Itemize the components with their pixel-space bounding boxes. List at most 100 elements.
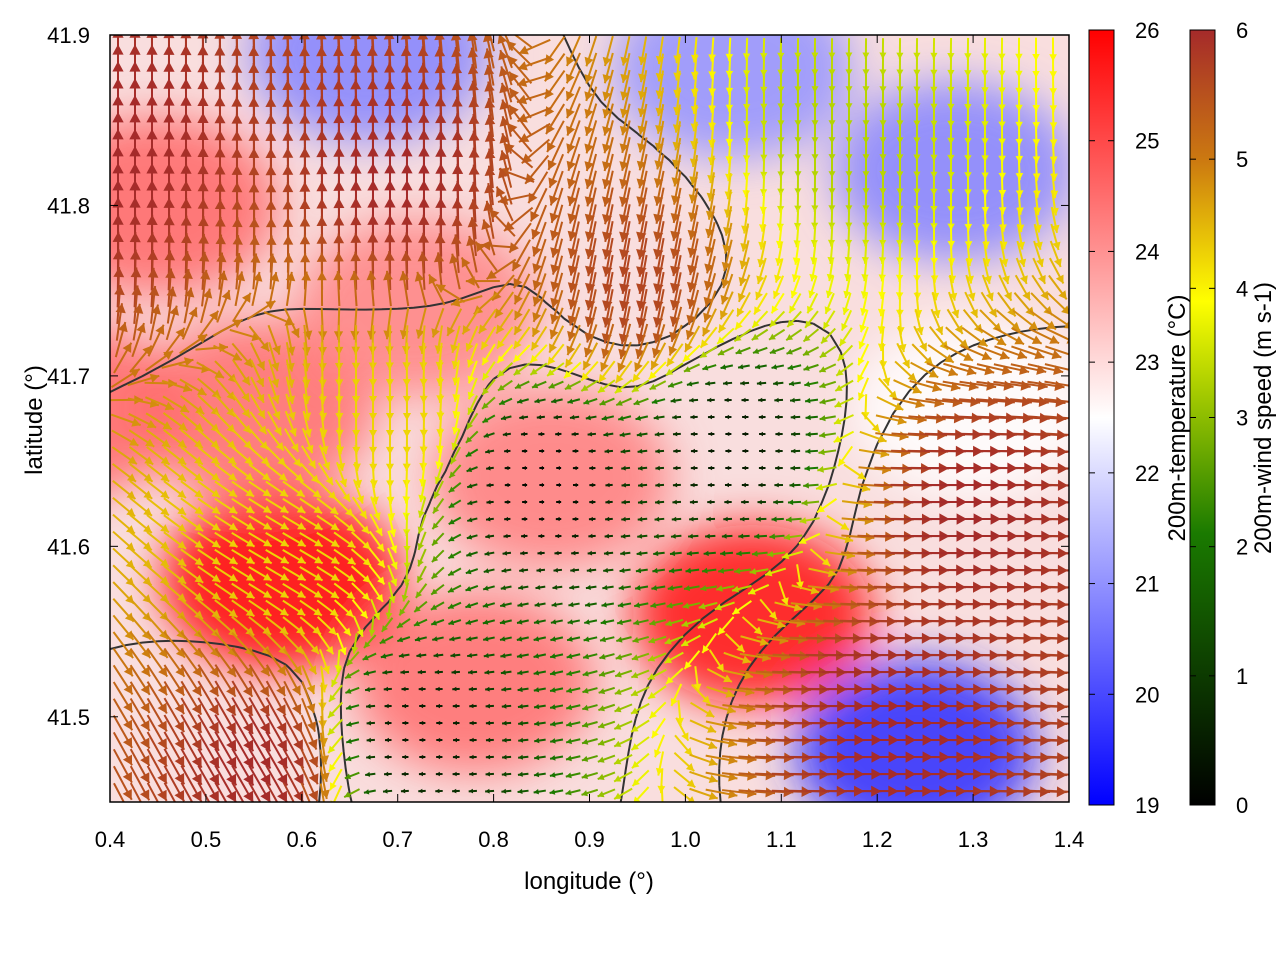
wind-vector — [401, 251, 412, 290]
wind-vector — [1048, 257, 1065, 284]
wind-vector — [666, 343, 684, 367]
wind-vector — [582, 342, 599, 371]
wind-vector — [790, 448, 801, 454]
wind-vector — [481, 219, 496, 256]
wind-vector — [333, 271, 344, 307]
wind-vector — [285, 271, 296, 306]
wind-vector — [804, 397, 819, 404]
wind-vector — [197, 463, 221, 482]
wind-vector — [565, 52, 581, 84]
wind-vector — [1043, 432, 1069, 436]
wind-vector — [999, 240, 1009, 267]
wind-vector — [707, 414, 715, 420]
x-tick-label: 1.0 — [670, 827, 701, 852]
wind-vector — [1012, 309, 1039, 331]
wind-vector — [802, 328, 820, 343]
wind-vector — [531, 308, 548, 338]
wind-vector — [716, 327, 735, 345]
wind-vector — [788, 380, 801, 387]
wind-vector — [620, 36, 631, 66]
wind-vector — [538, 431, 545, 437]
wind-vector — [804, 381, 819, 387]
wind-vector — [876, 396, 904, 411]
wind-vector — [567, 289, 581, 326]
wind-vector — [943, 362, 977, 376]
wind-vector — [654, 431, 665, 437]
y-axis-label: latitude (°) — [21, 365, 48, 475]
wind-vector — [472, 35, 478, 52]
wind-vector — [720, 364, 734, 370]
wind-vector — [633, 397, 649, 406]
wind-vector — [618, 323, 632, 360]
wind-vector — [773, 380, 784, 386]
wind-vector — [943, 344, 974, 362]
wind-vector — [283, 253, 294, 290]
wind-vector — [302, 410, 312, 438]
wind-vector — [719, 291, 734, 320]
wind-vector — [231, 342, 254, 368]
wind-vector — [467, 217, 479, 257]
wind-vector — [834, 379, 854, 392]
wind-vector — [1027, 396, 1066, 408]
wind-vector — [756, 380, 767, 386]
wind-vector — [758, 414, 766, 420]
wind-vector — [128, 429, 155, 448]
wind-vector — [759, 448, 766, 454]
wind-vector — [112, 463, 137, 483]
wind-vector — [300, 462, 320, 484]
wind-vector — [488, 35, 496, 52]
wind-vector — [547, 137, 565, 171]
wind-vector — [234, 271, 246, 307]
wind-vector — [491, 274, 515, 302]
wind-vector — [165, 305, 179, 341]
wind-vector — [483, 432, 495, 438]
wind-vector — [248, 446, 271, 466]
wind-vector — [267, 376, 280, 404]
wind-vector — [994, 327, 1025, 346]
wind-vector — [550, 289, 564, 325]
wind-vector — [572, 466, 579, 471]
wind-vector — [648, 361, 667, 380]
wind-vector — [787, 364, 802, 371]
wind-vector — [619, 120, 631, 154]
wind-vector — [439, 35, 443, 52]
wind-vector — [786, 310, 802, 328]
colorbar-tick-label: 2 — [1236, 535, 1248, 560]
wind-vector — [127, 373, 160, 387]
temperature-patch — [133, 319, 374, 500]
wind-vector — [822, 310, 836, 330]
wind-vector — [699, 345, 718, 359]
wind-vector — [478, 308, 497, 334]
wind-vector — [486, 258, 517, 280]
wind-vector — [531, 204, 548, 240]
wind-vector — [690, 448, 698, 454]
wind-vector — [498, 167, 513, 205]
wind-vector — [367, 251, 378, 290]
wind-vector — [513, 326, 531, 350]
colorbar-tick-label: 3 — [1236, 406, 1248, 431]
wind-vector — [548, 153, 565, 189]
wind-vector — [199, 288, 213, 324]
wind-vector — [534, 398, 546, 404]
wind-vector — [431, 307, 445, 338]
wind-vector — [520, 431, 528, 437]
colorbar-tick-label: 25 — [1135, 129, 1159, 154]
wind-vector — [965, 274, 976, 302]
wind-vector — [248, 463, 272, 482]
wind-vector — [267, 411, 283, 436]
wind-vector — [532, 273, 547, 307]
wind-vector — [600, 341, 615, 372]
wind-vector — [180, 429, 204, 449]
wind-vector — [484, 81, 495, 120]
y-tick-label: 41.9 — [47, 23, 90, 48]
wind-vector — [511, 239, 531, 272]
wind-vector — [602, 52, 614, 84]
wind-vector — [149, 285, 160, 324]
wind-vector — [840, 309, 853, 332]
wind-vector — [451, 216, 463, 257]
x-tick-label: 0.6 — [287, 827, 318, 852]
wind-vector — [910, 361, 939, 379]
wind-vector — [705, 380, 716, 386]
wind-vector — [499, 82, 513, 120]
wind-vector — [567, 306, 581, 342]
